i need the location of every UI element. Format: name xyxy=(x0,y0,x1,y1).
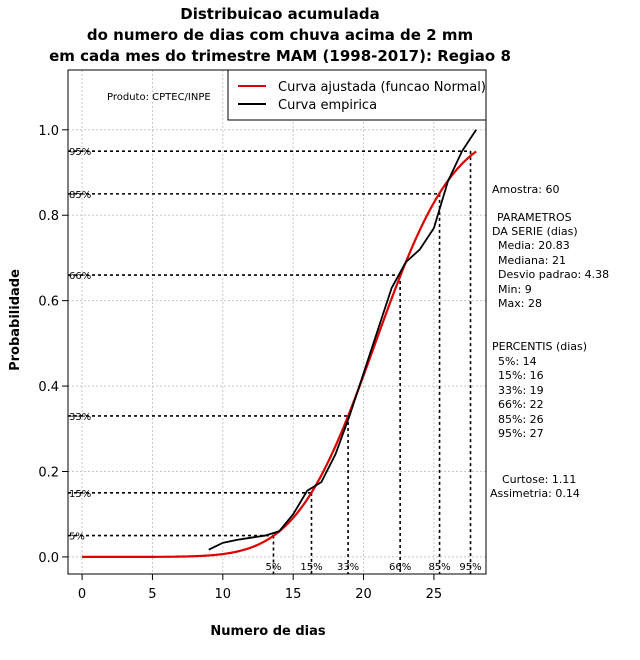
percentile-95: 95%: 27 xyxy=(498,427,544,440)
percentile-label-bottom: 33% xyxy=(337,562,359,573)
percentile-label-bottom: 15% xyxy=(300,562,322,573)
y-tick-label: 0.0 xyxy=(38,551,59,566)
chart-title-line-3: em cada mes do trimestre MAM (1998-2017)… xyxy=(49,47,511,65)
chart-title-line-1: Distribuicao acumulada xyxy=(180,5,380,23)
y-tick-label: 0.4 xyxy=(38,380,59,395)
percentile-label-left: 5% xyxy=(69,532,85,543)
param-mean: Media: 20.83 xyxy=(498,239,570,252)
percentile-label-left: 15% xyxy=(69,489,91,500)
sample-size: Amostra: 60 xyxy=(492,183,560,196)
percentile-label-bottom: 66% xyxy=(389,562,411,573)
percentile-label-bottom: 5% xyxy=(266,562,282,573)
chart-title-line-2: do numero de dias com chuva acima de 2 m… xyxy=(86,26,474,44)
y-tick-label: 0.8 xyxy=(38,209,59,224)
y-tick-label: 0.2 xyxy=(38,465,59,480)
x-tick-label: 10 xyxy=(215,587,232,602)
percentile-label-bottom: 85% xyxy=(428,562,450,573)
x-tick-label: 15 xyxy=(285,587,302,602)
y-tick-label: 0.6 xyxy=(38,295,59,310)
params-title-1: PARAMETROS xyxy=(497,211,572,224)
percentile-label-left: 33% xyxy=(69,412,91,423)
y-axis-label: Probabilidade xyxy=(8,269,23,371)
percentile-15: 15%: 16 xyxy=(498,369,544,382)
param-max: Max: 28 xyxy=(498,297,542,310)
percentile-label-left: 66% xyxy=(69,271,91,282)
plot-frame xyxy=(67,69,487,575)
kurtosis: Curtose: 1.11 xyxy=(502,473,577,486)
fitted-normal-curve xyxy=(82,150,477,559)
y-tick-label: 1.0 xyxy=(38,124,59,139)
params-title-2: DA SERIE (dias) xyxy=(492,225,578,238)
x-tick-label: 25 xyxy=(426,587,443,602)
param-sd: Desvio padrao: 4.38 xyxy=(498,268,610,281)
x-axis-label: Numero de dias xyxy=(210,624,326,639)
percentile-66: 66%: 22 xyxy=(498,398,544,411)
percentile-label-left: 85% xyxy=(69,190,91,201)
percentiles-title: PERCENTIS (dias) xyxy=(492,340,588,353)
percentile-85: 85%: 26 xyxy=(498,413,544,426)
legend-label: Curva empirica xyxy=(278,98,377,113)
skewness: Assimetria: 0.14 xyxy=(490,487,580,500)
legend-label: Curva ajustada (funcao Normal) xyxy=(278,80,486,95)
param-min: Min: 9 xyxy=(498,283,532,296)
empirical-curve xyxy=(208,129,477,551)
x-tick-label: 0 xyxy=(78,587,86,602)
percentile-5: 5%: 14 xyxy=(498,355,537,368)
percentile-33: 33%: 19 xyxy=(498,384,544,397)
param-median: Mediana: 21 xyxy=(498,254,566,267)
percentile-label-left: 95% xyxy=(69,147,91,158)
product-label: Produto: CPTEC/INPE xyxy=(107,92,211,103)
legend-box xyxy=(227,69,487,121)
x-tick-label: 20 xyxy=(355,587,372,602)
x-tick-label: 5 xyxy=(148,587,156,602)
percentile-label-bottom: 95% xyxy=(459,562,481,573)
